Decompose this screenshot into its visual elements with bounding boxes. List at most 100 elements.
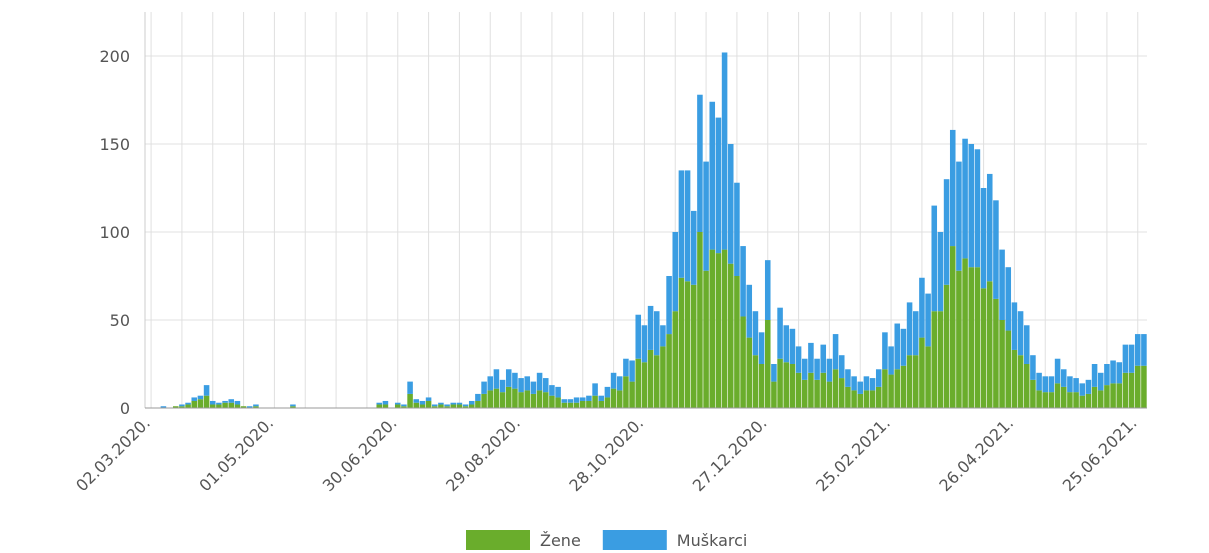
- legend-label: Žene: [540, 531, 581, 550]
- bar-segment: [783, 325, 790, 363]
- bar-segment: [1060, 386, 1067, 408]
- bar-segment: [666, 334, 672, 408]
- bar-segment: [481, 381, 487, 394]
- bar-segment: [407, 381, 413, 394]
- bar-segment: [222, 402, 228, 408]
- bar-segment: [845, 386, 851, 408]
- bar-segment: [179, 406, 185, 408]
- bar-segment: [431, 404, 438, 407]
- bar-segment: [413, 399, 420, 403]
- bar-segment: [863, 376, 870, 391]
- bar-segment: [641, 362, 648, 408]
- bar-segment: [925, 346, 931, 408]
- bar-segment: [919, 337, 925, 408]
- bar-segment: [949, 246, 956, 408]
- bar-segment: [197, 395, 204, 400]
- bar-segment: [1122, 344, 1129, 373]
- bar-segment: [672, 311, 679, 408]
- bar-segment: [740, 246, 746, 317]
- bar-segment: [209, 404, 216, 408]
- bar-segment: [549, 385, 555, 396]
- bar-segment: [1011, 302, 1018, 350]
- bar-segment: [1134, 365, 1141, 408]
- bar-segment: [777, 307, 783, 359]
- bar-segment: [1023, 325, 1030, 364]
- bar-segment: [438, 404, 444, 408]
- bar-segment: [191, 397, 198, 401]
- x-tick-label: 26.04.2021.: [935, 413, 1017, 495]
- bar-segment: [493, 369, 500, 389]
- bar-segment: [740, 316, 746, 408]
- bar-segment: [505, 369, 512, 387]
- bar-segment: [980, 288, 987, 408]
- y-tick-label: 50: [110, 311, 130, 330]
- bar-segment: [444, 406, 450, 408]
- bar-segment: [789, 328, 796, 364]
- bar-segment: [407, 393, 413, 408]
- bar-segment: [530, 393, 537, 408]
- bar-segment: [758, 364, 765, 408]
- bar-segment: [727, 263, 734, 408]
- bar-segment: [727, 144, 734, 264]
- bar-segment: [703, 161, 709, 271]
- bar-segment: [1023, 364, 1030, 408]
- bar-segment: [956, 270, 962, 408]
- bar-segment: [450, 404, 457, 408]
- bar-segment: [838, 355, 845, 379]
- bar-segment: [179, 404, 185, 407]
- bar-segment: [1067, 376, 1073, 393]
- bar-segment: [678, 277, 685, 408]
- bar-segment: [1097, 372, 1104, 391]
- bar-segment: [487, 376, 494, 391]
- bar-segment: [1030, 379, 1036, 408]
- bar-segment: [1060, 369, 1067, 387]
- bar-segment: [524, 390, 531, 408]
- bar-segment: [888, 374, 894, 408]
- bar-segment: [832, 369, 839, 408]
- bar-segment: [820, 372, 827, 408]
- y-tick-label: 150: [99, 135, 130, 154]
- bar-segment: [1042, 392, 1049, 408]
- bar-segment: [1079, 383, 1086, 396]
- bar-segment: [394, 402, 401, 405]
- bar-segment: [567, 402, 574, 408]
- x-tick-label: 30.06.2020.: [319, 413, 401, 495]
- bar-segment: [647, 305, 654, 350]
- bar-segment: [986, 173, 993, 282]
- bar-segment: [542, 392, 549, 408]
- bar-segment: [413, 402, 420, 408]
- bar-segment: [968, 144, 975, 268]
- bar-segment: [623, 358, 629, 377]
- bar-segment: [863, 390, 870, 408]
- bar-segment: [900, 328, 907, 366]
- bar-segment: [185, 404, 191, 408]
- bar-segment: [616, 390, 623, 408]
- bar-segment: [567, 399, 574, 403]
- bar-segment: [1141, 365, 1147, 408]
- bar-segment: [721, 249, 728, 408]
- bar-segment: [468, 404, 475, 408]
- bar-segment: [875, 369, 882, 387]
- bar-segment: [937, 311, 944, 408]
- bar-segment: [1048, 376, 1055, 393]
- bar-segment: [1134, 334, 1141, 366]
- bar-segment: [1036, 372, 1042, 391]
- bar-segment: [925, 293, 931, 347]
- bar-segment: [1005, 267, 1012, 331]
- bar-segment: [1011, 349, 1018, 408]
- x-tick-label: 25.02.2021.: [812, 413, 894, 495]
- bar-segment: [1110, 383, 1116, 408]
- bar-segment: [1017, 355, 1024, 408]
- bar-segment: [795, 346, 802, 373]
- bar-segment: [160, 406, 167, 408]
- x-tick-label: 29.08.2020.: [442, 413, 524, 495]
- bar-segment: [882, 369, 888, 408]
- bar-segment: [758, 332, 765, 364]
- bar-segment: [1085, 393, 1092, 408]
- bar-segment: [826, 358, 833, 382]
- bar-segment: [246, 406, 253, 408]
- bar-segment: [1036, 390, 1042, 408]
- bar-segment: [771, 364, 777, 382]
- bar-segment: [629, 381, 635, 408]
